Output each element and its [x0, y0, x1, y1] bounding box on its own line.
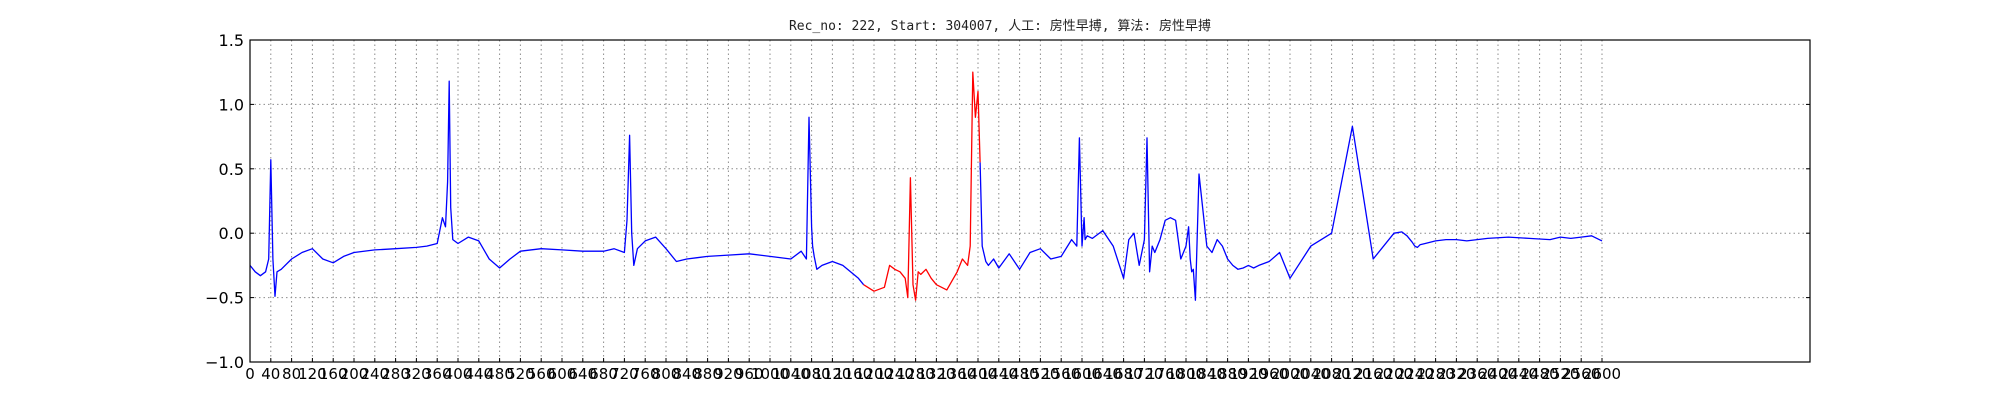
x-tick-label: 360 [423, 365, 452, 383]
x-tick-label: 2240 [1396, 365, 1434, 383]
x-tick-label: 720 [610, 365, 639, 383]
x-tick-label: 520 [506, 365, 535, 383]
x-tick-label: 2520 [1541, 365, 1579, 383]
x-tick-label: 960 [735, 365, 764, 383]
x-tick-label: 1560 [1042, 365, 1080, 383]
x-tick-label: 640 [568, 365, 597, 383]
x-tick-label: 1440 [980, 365, 1018, 383]
x-tick-label: 2080 [1313, 365, 1351, 383]
x-tick-label: 1320 [917, 365, 955, 383]
ecg-series-line-1 [249, 80, 865, 297]
x-tick-label: 0 [245, 365, 255, 383]
x-tick-label: 1480 [1001, 365, 1039, 383]
x-tick-label: 880 [693, 365, 722, 383]
x-tick-label: 2280 [1417, 365, 1455, 383]
x-tick-label: 2040 [1292, 365, 1330, 383]
y-tick-label: −1.0 [205, 353, 244, 372]
x-tick-label: 1600 [1063, 365, 1101, 383]
x-tick-label: 1720 [1125, 365, 1163, 383]
x-tick-label: 160 [319, 365, 348, 383]
x-tick-label: 2200 [1375, 365, 1413, 383]
x-tick-label: 400 [444, 365, 473, 383]
x-tick-label: 840 [672, 365, 701, 383]
x-tick-label: 2440 [1500, 365, 1538, 383]
x-tick-label: 1120 [813, 365, 851, 383]
x-tick-labels: 0 40 8012016020024028032036040044048052056… [245, 365, 1621, 383]
x-tick-label: 1080 [793, 365, 831, 383]
y-tick-labels: 1.5 1.0 0.5 0.0 −0.5 −1.0 [205, 31, 244, 372]
y-tick-label: 1.0 [219, 95, 244, 114]
ecg-series-line-2 [863, 71, 981, 301]
tick-layer [249, 39, 1810, 363]
x-tick-label: 1280 [897, 365, 935, 383]
x-tick-label: 1960 [1250, 365, 1288, 383]
x-tick-label: 2160 [1354, 365, 1392, 383]
x-tick-label: 80 [282, 365, 301, 383]
x-tick-label: 2000 [1271, 365, 1309, 383]
x-tick-label: 440 [464, 365, 493, 383]
x-tick-label: 1680 [1105, 365, 1143, 383]
x-tick-label: 2560 [1562, 365, 1600, 383]
ecg-series-line-3 [979, 125, 1603, 301]
grid-layer [249, 39, 1810, 363]
x-tick-label: 1520 [1021, 365, 1059, 383]
x-tick-label: 480 [485, 365, 514, 383]
x-tick-label: 2360 [1458, 365, 1496, 383]
x-tick-label: 2600 [1583, 365, 1621, 383]
x-tick-label: 320 [402, 365, 431, 383]
chart-title: Rec_no: 222, Start: 304007, 人工: 房性早搏, 算法… [789, 18, 1211, 34]
x-tick-label: 40 [261, 365, 280, 383]
x-tick-label: 120 [298, 365, 327, 383]
x-tick-label: 920 [714, 365, 743, 383]
x-tick-label: 680 [589, 365, 618, 383]
x-tick-label: 1640 [1084, 365, 1122, 383]
x-tick-label: 600 [548, 365, 577, 383]
x-tick-label: 1880 [1209, 365, 1247, 383]
y-tick-label: 0.0 [219, 224, 244, 243]
x-tick-label: 240 [360, 365, 389, 383]
x-tick-label: 1040 [772, 365, 810, 383]
x-tick-label: 1400 [959, 365, 997, 383]
x-tick-label: 1840 [1188, 365, 1226, 383]
series-layer [249, 71, 1603, 301]
y-tick-label: 0.5 [219, 160, 244, 179]
x-tick-label: 2480 [1521, 365, 1559, 383]
x-tick-label: 2120 [1333, 365, 1371, 383]
x-tick-label: 1000 [751, 365, 789, 383]
x-tick-label: 1800 [1167, 365, 1205, 383]
y-tick-label: −0.5 [205, 289, 244, 308]
x-tick-label: 2400 [1479, 365, 1517, 383]
y-tick-label: 1.5 [219, 31, 244, 50]
x-tick-label: 280 [381, 365, 410, 383]
x-tick-label: 800 [652, 365, 681, 383]
x-tick-label: 200 [340, 365, 369, 383]
x-tick-label: 2320 [1437, 365, 1475, 383]
x-tick-label: 560 [527, 365, 556, 383]
x-tick-label: 1160 [834, 365, 872, 383]
x-tick-label: 1200 [855, 365, 893, 383]
x-tick-label: 1760 [1146, 365, 1184, 383]
x-tick-label: 1920 [1229, 365, 1267, 383]
plot-frame [249, 39, 1811, 363]
x-tick-label: 760 [631, 365, 660, 383]
x-tick-label: 1360 [938, 365, 976, 383]
x-tick-label: 1240 [876, 365, 914, 383]
